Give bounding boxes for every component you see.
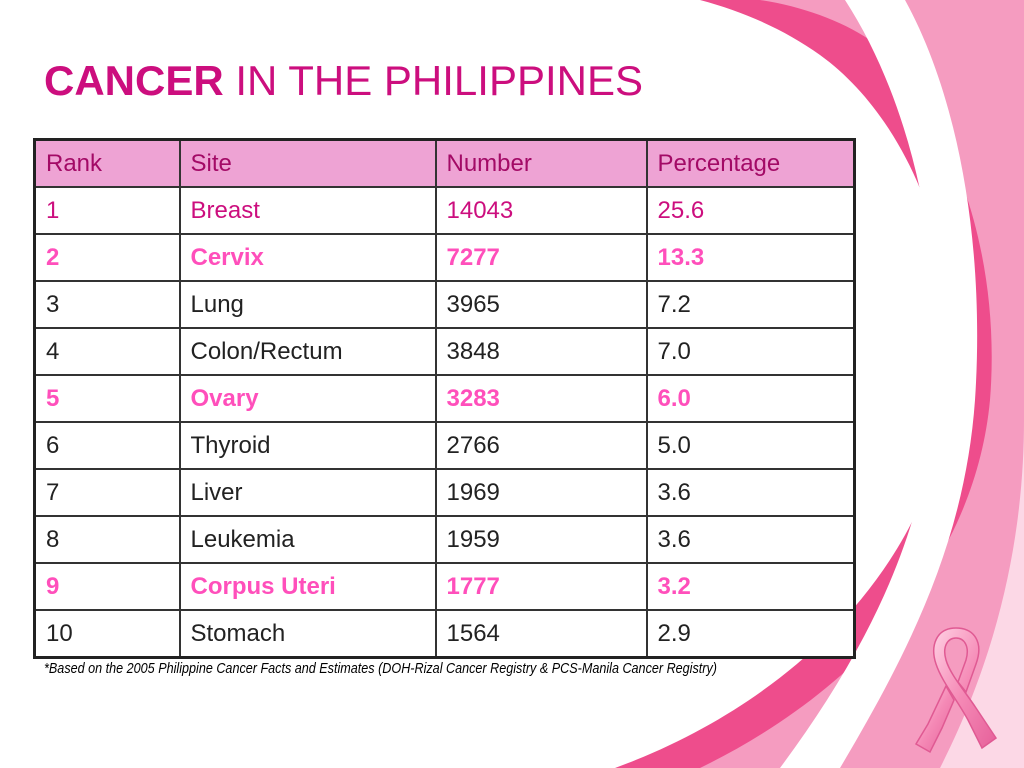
cell-percentage: 7.2 [645, 280, 856, 329]
cell-site: Leukemia [178, 515, 437, 564]
cell-site: Thyroid [178, 421, 437, 470]
cell-percentage: 3.6 [645, 515, 856, 564]
cell-number: 3965 [434, 280, 648, 329]
page-title: CANCER IN THE PHILIPPINES [44, 56, 643, 106]
swoosh-light-band [700, 0, 1024, 768]
cell-site: Stomach [178, 609, 437, 659]
cell-rank: 4 [33, 327, 181, 376]
cell-percentage: 5.0 [645, 421, 856, 470]
cell-site: Liver [178, 468, 437, 517]
cell-site: Lung [178, 280, 437, 329]
cell-rank: 5 [33, 374, 181, 423]
cell-rank: 9 [33, 562, 181, 611]
table-row: 3 Lung 3965 7.2 [33, 280, 856, 329]
cell-rank: 2 [33, 233, 181, 282]
table-row: 9 Corpus Uteri 1777 3.2 [33, 562, 856, 611]
cell-site: Corpus Uteri [178, 562, 437, 611]
cell-percentage: 25.6 [645, 186, 856, 235]
table-row: 8 Leukemia 1959 3.6 [33, 515, 856, 564]
pink-ribbon-icon [914, 627, 998, 754]
table-row: 7 Liver 1969 3.6 [33, 468, 856, 517]
cell-number: 1959 [434, 515, 648, 564]
cell-number: 7277 [434, 233, 648, 282]
cell-number: 1969 [434, 468, 648, 517]
title-rest: IN THE PHILIPPINES [223, 57, 644, 104]
table-row: 5 Ovary 3283 6.0 [33, 374, 856, 423]
cell-percentage: 13.3 [645, 233, 856, 282]
cell-percentage: 3.6 [645, 468, 856, 517]
cell-number: 1564 [434, 609, 648, 659]
swoosh-right-fill [905, 0, 1024, 768]
table-row: 6 Thyroid 2766 5.0 [33, 421, 856, 470]
cell-number: 3848 [434, 327, 648, 376]
cell-site: Colon/Rectum [178, 327, 437, 376]
cell-percentage: 6.0 [645, 374, 856, 423]
footnote: *Based on the 2005 Philippine Cancer Fac… [44, 660, 717, 677]
cell-site: Breast [178, 186, 437, 235]
table-row: 4 Colon/Rectum 3848 7.0 [33, 327, 856, 376]
cell-site: Ovary [178, 374, 437, 423]
cell-percentage: 3.2 [645, 562, 856, 611]
cell-rank: 7 [33, 468, 181, 517]
cell-number: 1777 [434, 562, 648, 611]
cell-percentage: 7.0 [645, 327, 856, 376]
cell-rank: 3 [33, 280, 181, 329]
header-rank: Rank [33, 138, 181, 188]
cell-number: 2766 [434, 421, 648, 470]
table-row: 1 Breast 14043 25.6 [33, 186, 856, 235]
cell-number: 14043 [434, 186, 648, 235]
cell-site: Cervix [178, 233, 437, 282]
cell-percentage: 2.9 [645, 609, 856, 659]
header-site: Site [178, 138, 437, 188]
cell-number: 3283 [434, 374, 648, 423]
cell-rank: 6 [33, 421, 181, 470]
cell-rank: 8 [33, 515, 181, 564]
cell-rank: 1 [33, 186, 181, 235]
cell-rank: 10 [33, 609, 181, 659]
header-number: Number [434, 138, 648, 188]
table-header-row: Rank Site Number Percentage [33, 138, 856, 188]
header-percentage: Percentage [645, 138, 856, 188]
table-row: 2 Cervix 7277 13.3 [33, 233, 856, 282]
title-bold: CANCER [44, 57, 224, 104]
cancer-table: Rank Site Number Percentage 1 Breast 140… [33, 138, 856, 659]
swoosh-inner-white [780, 0, 978, 768]
table-row: 10 Stomach 1564 2.9 [33, 609, 856, 659]
